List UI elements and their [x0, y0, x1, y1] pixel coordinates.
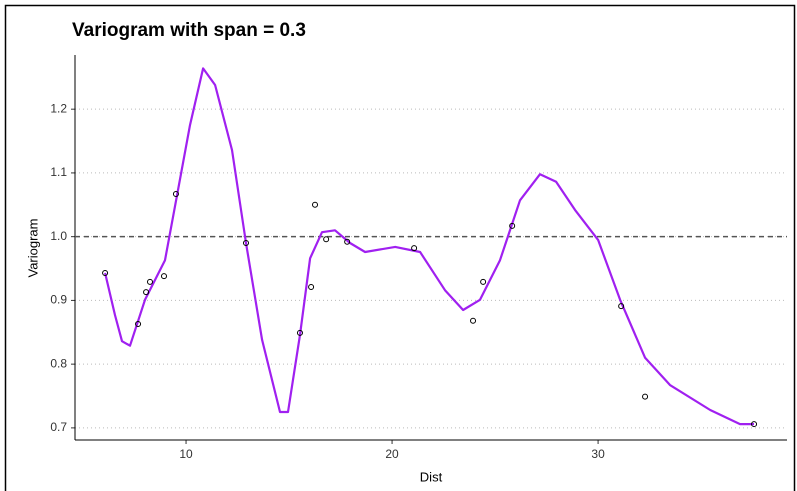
point — [411, 245, 418, 252]
point — [135, 320, 142, 327]
x-axis-title: Dist — [420, 469, 443, 484]
point — [509, 222, 516, 229]
point — [296, 329, 303, 336]
point — [172, 190, 179, 197]
x-tick-label: 30 — [591, 447, 605, 461]
y-tick-label: 1.2 — [50, 101, 67, 115]
chart-title: Variogram with span = 0.3 — [72, 20, 306, 41]
x-tick-label: 10 — [179, 447, 193, 461]
point — [642, 393, 649, 400]
point — [161, 273, 167, 280]
point — [308, 284, 315, 291]
point — [751, 421, 758, 428]
point — [242, 240, 249, 247]
point — [480, 278, 487, 285]
smooth-line — [104, 67, 754, 426]
point — [618, 303, 625, 310]
point — [312, 201, 319, 208]
y-tick-label: 1.1 — [50, 165, 67, 179]
point — [146, 278, 153, 285]
frame — [4, 4, 796, 491]
y-tick-label: 0.7 — [50, 420, 67, 434]
point — [143, 289, 150, 296]
y-tick-label: 1.0 — [50, 229, 67, 243]
point — [344, 238, 351, 245]
y-tick-label: 0.8 — [50, 356, 67, 370]
y-axis-title: Variogram — [25, 218, 40, 277]
x-tick-label: 20 — [385, 447, 399, 461]
point — [470, 317, 477, 324]
y-tick-label: 0.9 — [50, 293, 67, 307]
point — [323, 236, 330, 243]
point — [102, 269, 109, 276]
